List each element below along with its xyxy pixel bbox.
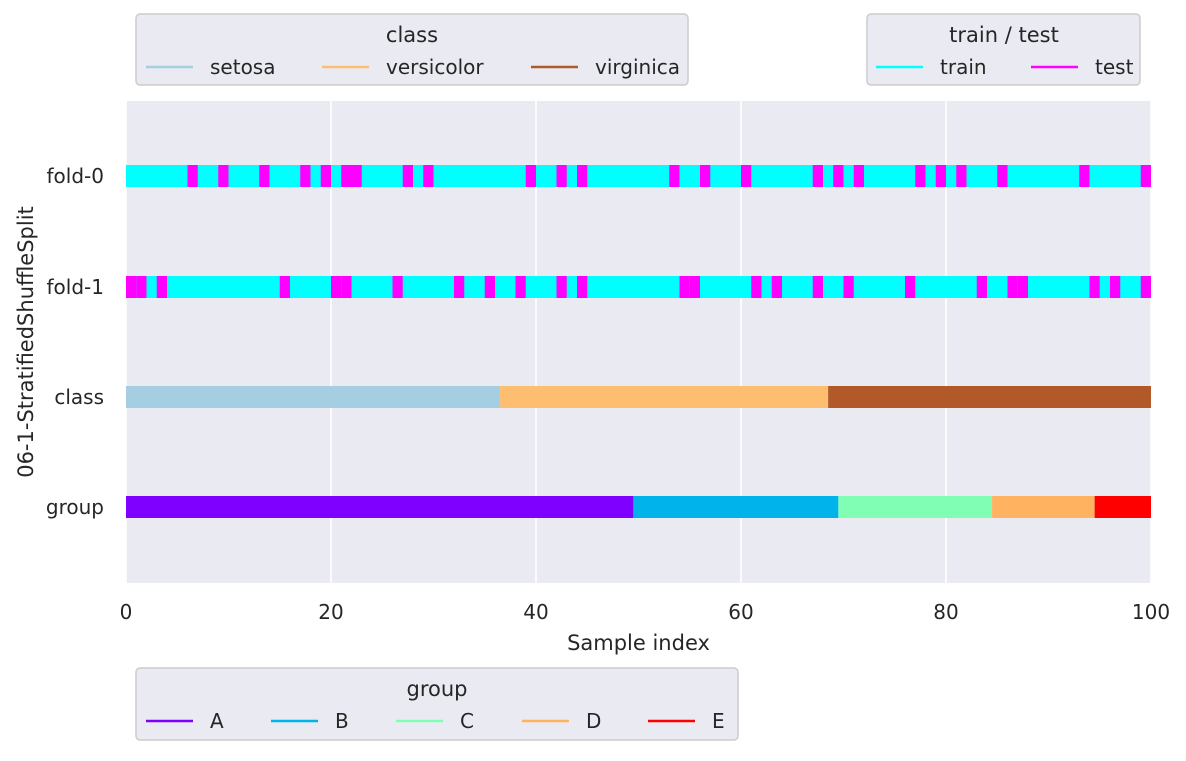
x-tick-label: 0 (120, 600, 133, 624)
group-segment-A (126, 496, 634, 518)
test-sample-bar (454, 276, 465, 298)
test-sample-bar (351, 165, 362, 187)
test-sample-bar (1140, 165, 1151, 187)
test-sample-bar (1079, 165, 1090, 187)
legend-title: train / test (949, 23, 1059, 47)
test-sample-bar (320, 165, 331, 187)
test-sample-bar (771, 276, 782, 298)
test-sample-bar (915, 165, 926, 187)
test-sample-bar (935, 165, 946, 187)
train-bar (126, 165, 1151, 187)
x-tick-label: 40 (523, 600, 548, 624)
legend-item-label: versicolor (386, 55, 484, 79)
legend-traintest: train / test train test (866, 13, 1141, 86)
y-tick-label: fold-1 (47, 275, 104, 299)
test-sample-bar (751, 276, 762, 298)
test-sample-bar (669, 165, 680, 187)
test-sample-bar (136, 276, 147, 298)
x-axis-label: Sample index (567, 631, 710, 655)
test-sample-bar (843, 276, 854, 298)
test-sample-bar (577, 165, 588, 187)
legend-item-label: virginica (595, 55, 680, 79)
test-sample-bar (1110, 276, 1121, 298)
class-segment-versicolor (500, 386, 829, 408)
test-sample-bar (577, 276, 588, 298)
test-sample-bar (853, 165, 864, 187)
group-segment-C (838, 496, 993, 518)
test-sample-bar (1017, 276, 1028, 298)
test-sample-bar (833, 165, 844, 187)
test-sample-bar (1007, 276, 1018, 298)
x-tick-label: 20 (318, 600, 343, 624)
group-segment-E (1094, 496, 1151, 518)
test-sample-bar (679, 276, 690, 298)
group-segment-D (992, 496, 1095, 518)
test-sample-bar (689, 276, 700, 298)
test-sample-bar (341, 165, 352, 187)
legend-item-label: test (1095, 55, 1134, 79)
legend-item-label: E (712, 709, 725, 733)
test-sample-bar (218, 165, 229, 187)
test-sample-bar (423, 165, 434, 187)
legend-group: group A B C D E (135, 667, 739, 741)
legend-title: group (407, 677, 468, 701)
test-sample-bar (741, 165, 752, 187)
test-sample-bar (905, 276, 916, 298)
test-sample-bar (331, 276, 342, 298)
bars (126, 165, 1151, 518)
test-sample-bar (279, 276, 290, 298)
test-sample-bar (515, 276, 526, 298)
test-sample-bar (484, 276, 495, 298)
test-sample-bar (156, 276, 167, 298)
test-sample-bar (259, 165, 270, 187)
test-sample-bar (341, 276, 352, 298)
test-sample-bar (812, 276, 823, 298)
group-segment-B (633, 496, 839, 518)
legend-item-label: setosa (210, 55, 275, 79)
test-sample-bar (976, 276, 987, 298)
test-sample-bar (300, 165, 311, 187)
legend-title: class (386, 23, 438, 47)
test-sample-bar (812, 165, 823, 187)
y-tick-label: class (54, 385, 104, 409)
y-axis-label: 06-1-StratifiedShuffleSplit (14, 206, 38, 478)
class-segment-setosa (126, 386, 501, 408)
test-sample-bar (556, 276, 567, 298)
y-tick-label: fold-0 (47, 164, 104, 188)
x-tick-label: 100 (1132, 600, 1170, 624)
x-tick-label: 80 (933, 600, 958, 624)
x-tick-label: 60 (728, 600, 753, 624)
test-sample-bar (700, 165, 711, 187)
y-tick-labels: fold-0 fold-1 class group (46, 164, 104, 519)
test-sample-bar (956, 165, 967, 187)
y-tick-label: group (46, 495, 104, 519)
test-sample-bar (556, 165, 567, 187)
test-sample-bar (126, 276, 137, 298)
test-sample-bar (1089, 276, 1100, 298)
test-sample-bar (525, 165, 536, 187)
train-bar (126, 276, 1151, 298)
class-segment-virginica (828, 386, 1151, 408)
legends: class setosa versicolor virginica train / te… (135, 13, 1141, 741)
legend-class: class setosa versicolor virginica (135, 13, 689, 86)
legend-item-label: train (940, 55, 987, 79)
x-ticks: 0 20 40 60 80 100 (120, 600, 1170, 624)
test-sample-bar (997, 165, 1008, 187)
legend-item-label: A (210, 709, 224, 733)
legend-item-label: B (335, 709, 349, 733)
test-sample-bar (1140, 276, 1151, 298)
test-sample-bar (392, 276, 403, 298)
legend-item-label: C (460, 709, 474, 733)
test-sample-bar (402, 165, 413, 187)
legend-item-label: D (586, 709, 601, 733)
test-sample-bar (187, 165, 198, 187)
